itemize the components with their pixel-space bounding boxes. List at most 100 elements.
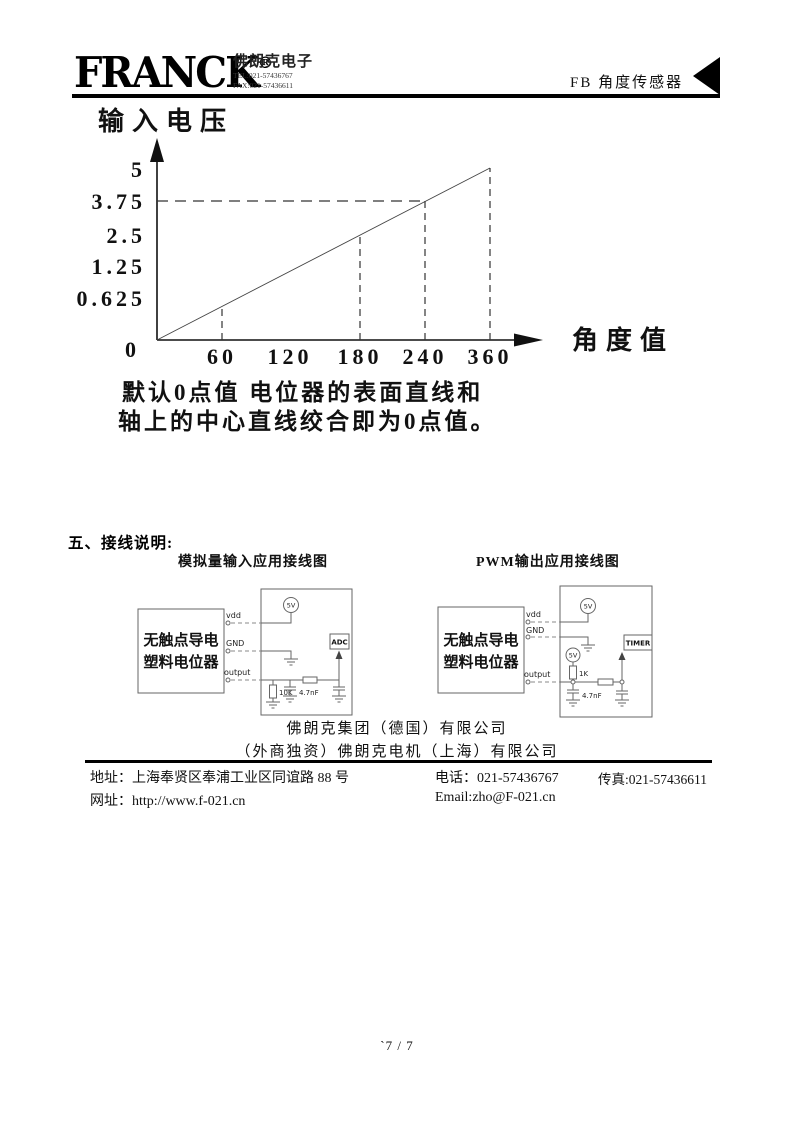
pin-vdd-label: vdd <box>226 611 241 620</box>
potentiometer-box <box>137 608 225 694</box>
fax-value: 传真:021-57436611 <box>598 772 707 787</box>
franck-logo: FRANCK® <box>74 48 273 97</box>
address-label: 地址： <box>90 771 132 786</box>
x-tick-60: 60 <box>207 344 237 369</box>
ground-icon <box>283 695 297 703</box>
pin-gnd-node <box>225 648 231 654</box>
pin-gnd-label: GND <box>526 626 544 635</box>
capacitor-icon <box>567 689 579 694</box>
registered-mark-icon: ® <box>257 53 273 73</box>
supply-circle <box>580 598 596 614</box>
capacitor-icon <box>616 690 628 695</box>
potentiometer-box <box>437 606 525 694</box>
email-link[interactable]: Email:zho@F-021.cn <box>435 790 556 805</box>
brand-tel: TEL:021-57436767 <box>233 71 293 80</box>
pwm-diagram-title: PWM输出应用接线图 <box>476 555 620 570</box>
junction-node <box>619 679 625 685</box>
supply-label: 5V <box>287 602 296 610</box>
analog-wiring-diagram: 无触点导电 塑料电位器 vdd 5V GND output 10K 4.7nF <box>137 588 353 716</box>
ground-icon <box>566 699 580 707</box>
supply-label: 5V <box>584 603 593 611</box>
zero-point-caption-line1: 默认0点值 电位器的表面直线和 <box>122 380 484 405</box>
x-tick-240: 240 <box>403 344 448 369</box>
phone-value: 021-57436767 <box>477 771 559 786</box>
left-triangle-icon <box>693 57 720 95</box>
series-resistor <box>597 678 614 686</box>
signal-line <box>156 167 491 341</box>
brand-block: 佛朗克电子 TEL:021-57436767 FAX:021-57436611 <box>233 55 313 89</box>
y-axis-arrow-icon <box>150 138 164 162</box>
y-tick-2.5: 2.5 <box>107 223 147 248</box>
pin-output-label: output <box>224 668 250 677</box>
phone-label: 电话： <box>435 771 477 786</box>
pot-label-line1: 无触点导电 <box>442 631 518 649</box>
voltage-angle-chart: 输入电压 角度值 5 3.75 2.5 1.25 0.625 0 60 120 … <box>77 106 674 369</box>
doc-title: FB 角度传感器 <box>570 75 684 91</box>
y-tick-5: 5 <box>131 157 146 182</box>
series-resistor <box>302 676 318 684</box>
ground-icon <box>332 695 346 703</box>
address-value: 上海奉贤区奉浦工业区同谊路 88 号 <box>132 771 349 786</box>
pin-vdd-node <box>525 619 531 625</box>
company-line-shanghai: （外商独资）佛朗克电机（上海）有限公司 <box>235 744 559 760</box>
analog-diagram-title: 模拟量输入应用接线图 <box>178 555 328 570</box>
y-tick-0.625: 0.625 <box>77 286 147 311</box>
website-link[interactable]: http://www.f-021.cn <box>132 794 246 809</box>
pin-gnd-label: GND <box>226 639 244 648</box>
controller-box <box>559 585 653 718</box>
brand-fax: FAX:021-57436611 <box>233 80 293 90</box>
pullup-resistor <box>569 665 577 680</box>
r10k-resistor <box>269 684 277 699</box>
company-line-germany: 佛朗克集团（德国）有限公司 <box>286 721 508 737</box>
ground-icon <box>581 644 595 652</box>
y-tick-3.75: 3.75 <box>92 189 147 214</box>
supply-circle <box>283 597 299 613</box>
adc-label: ADC <box>331 639 347 647</box>
y-tick-0: 0 <box>125 337 140 362</box>
page-number: `7 / 7 <box>380 1038 414 1053</box>
gnd-wire <box>560 636 589 645</box>
section-five-heading: 五、接线说明: <box>68 535 174 552</box>
zero-point-caption-line2: 轴上的中心直线绞合即为0点值。 <box>118 409 497 434</box>
cap-label: 4.7nF <box>299 689 319 697</box>
x-axis-title: 角度值 <box>572 325 674 355</box>
footer-divider <box>85 760 712 763</box>
timer-box <box>623 634 653 651</box>
pot-label-line2: 塑料电位器 <box>443 653 519 671</box>
controller-box <box>260 588 353 716</box>
timer-label: TIMER <box>626 640 651 648</box>
header-rule <box>72 94 720 98</box>
pin-output-node <box>525 679 531 685</box>
pot-label-line1: 无触点导电 <box>142 631 218 649</box>
arrow-up-icon <box>618 652 626 660</box>
phone-row: 电话：021-57436767 <box>435 767 559 787</box>
ground-icon <box>615 699 629 707</box>
pin-output-node <box>225 677 231 683</box>
web-label: 网址： <box>90 794 132 809</box>
adc-box <box>329 633 350 650</box>
email-row: Email:zho@F-021.cn <box>435 790 556 806</box>
x-axis-arrow-icon <box>514 333 543 347</box>
pullup-supply-label: 5V <box>569 652 578 660</box>
web-row: 网址：http://www.f-021.cn <box>90 790 245 810</box>
arrow-up-icon <box>335 650 343 659</box>
vdd-wire <box>261 613 292 624</box>
capacitor-icon <box>333 686 345 691</box>
x-tick-360: 360 <box>468 344 513 369</box>
brand-name-cn: 佛朗克电子 <box>233 54 314 70</box>
pin-gnd-node <box>525 634 531 640</box>
y-tick-1.25: 1.25 <box>92 254 147 279</box>
ground-icon <box>284 658 298 666</box>
vdd-wire <box>560 614 589 623</box>
gnd-wire <box>261 650 292 659</box>
pwm-wiring-diagram: 无触点导电 塑料电位器 vdd 5V GND 5V 1K output 4. <box>437 585 653 718</box>
junction-node <box>570 679 576 685</box>
pin-vdd-node <box>225 620 231 626</box>
x-tick-180: 180 <box>338 344 383 369</box>
ground-icon <box>266 701 280 709</box>
logo-text: FRANCK <box>74 48 260 98</box>
pin-vdd-label: vdd <box>526 610 541 619</box>
pullup-resistor-label: 1K <box>579 670 588 678</box>
y-axis-title: 输入电压 <box>98 106 234 136</box>
